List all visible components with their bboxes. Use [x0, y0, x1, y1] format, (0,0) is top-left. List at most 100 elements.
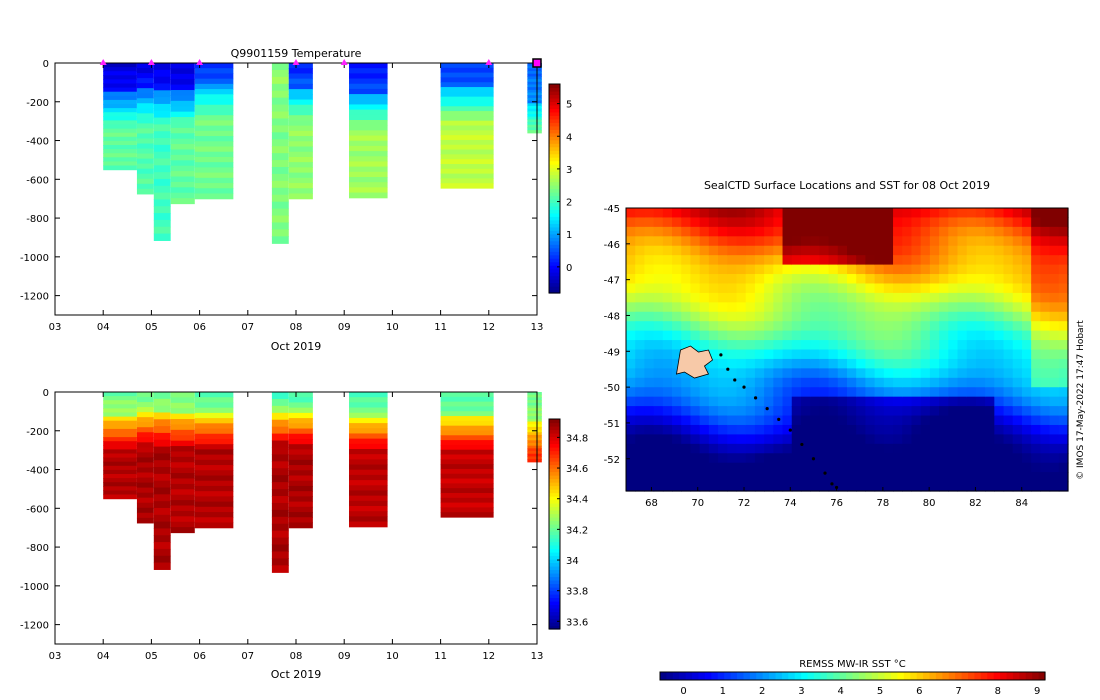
- colorbar-band: [549, 538, 560, 543]
- sst-cell: [708, 377, 719, 388]
- profile-cell: [271, 516, 289, 525]
- sst-cell: [653, 264, 664, 275]
- profile-cell: [527, 127, 542, 131]
- colorbar-band: [549, 615, 560, 620]
- profile-cell: [527, 73, 542, 78]
- sst-cell: [874, 387, 885, 398]
- sst-cell: [1021, 311, 1032, 322]
- sst-cell: [791, 292, 802, 303]
- sst-cell: [644, 236, 655, 247]
- sst-cell: [1040, 481, 1051, 492]
- sst-cell: [966, 415, 977, 426]
- sst-cell: [883, 415, 894, 426]
- sst-cell: [708, 330, 719, 341]
- colorbar-band: [549, 443, 560, 448]
- sst-colorbar-band: [961, 672, 969, 680]
- sst-cell: [874, 264, 885, 275]
- sst-cell: [764, 245, 774, 256]
- colorbar-band: [549, 520, 560, 525]
- profile-cell: [271, 180, 289, 189]
- profile-cell: [288, 485, 313, 492]
- sst-cell: [1012, 453, 1023, 464]
- profile-cell: [349, 94, 388, 100]
- sst-cell: [791, 274, 802, 285]
- sst-cell: [874, 462, 885, 473]
- profile-cell: [136, 512, 154, 519]
- sst-cell: [699, 236, 710, 247]
- sst-cell: [911, 424, 922, 435]
- colorbar-band: [549, 611, 560, 616]
- profile-cell: [136, 442, 154, 448]
- y-tick-label: -800: [26, 214, 49, 225]
- sst-cell: [782, 358, 793, 369]
- profile-cell: [271, 146, 289, 154]
- colorbar-band: [549, 125, 560, 130]
- profile-cell: [349, 511, 388, 517]
- sst-cell: [957, 396, 968, 407]
- sst-cell: [708, 462, 719, 473]
- sst-cell: [865, 396, 876, 407]
- sst-cell: [653, 321, 664, 332]
- sst-cell: [883, 245, 894, 256]
- sst-colorbar-band: [910, 672, 918, 680]
- sst-cell: [874, 302, 885, 313]
- sst-cell: [1012, 434, 1023, 445]
- sst-cell: [754, 255, 765, 266]
- profile-cell: [527, 432, 542, 436]
- sst-cell: [819, 245, 830, 256]
- profile-cell: [153, 97, 171, 105]
- profile-cell: [103, 416, 137, 422]
- salinity-xlabel: Oct 2019: [271, 668, 322, 681]
- sst-cell: [626, 274, 636, 285]
- sst-cell: [626, 292, 636, 303]
- profile-cell: [136, 477, 154, 484]
- sst-cell: [690, 453, 701, 464]
- sst-cell: [837, 255, 848, 266]
- sst-cell: [874, 377, 885, 388]
- sst-cell: [810, 245, 820, 256]
- colorbar-band: [549, 601, 560, 606]
- profile-cell: [288, 491, 313, 497]
- sst-cell: [883, 340, 894, 351]
- sst-cell: [727, 415, 738, 426]
- sst-cell: [929, 424, 940, 435]
- colorbar-tick-label: 34.4: [566, 495, 588, 506]
- profile-cell: [103, 482, 137, 487]
- sst-cell: [1012, 217, 1023, 228]
- sst-cell: [736, 255, 747, 266]
- sst-colorbar-band: [730, 672, 738, 680]
- sst-cell: [920, 387, 931, 398]
- map-x-tick-label: 68: [645, 498, 658, 509]
- profile-cell: [271, 69, 289, 78]
- sst-colorbar-band: [1038, 672, 1046, 680]
- profile-cell: [440, 144, 494, 151]
- sst-cell: [939, 245, 949, 256]
- sst-cell: [874, 330, 885, 341]
- profile-cell: [349, 505, 388, 512]
- sst-cell: [754, 236, 765, 247]
- sst-cell: [957, 434, 968, 445]
- profile-cell: [103, 79, 137, 85]
- colorbar-band: [549, 209, 560, 214]
- profile-cell: [440, 77, 494, 83]
- sst-cell: [966, 358, 977, 369]
- profile-cell: [271, 468, 289, 476]
- profile-cell: [153, 158, 171, 166]
- sst-cell: [902, 321, 913, 332]
- sst-cell: [837, 245, 848, 256]
- profile-cell: [527, 81, 542, 86]
- sst-cell: [837, 377, 848, 388]
- sst-cell: [948, 292, 959, 303]
- sst-cell: [1012, 245, 1023, 256]
- sst-cell: [966, 434, 977, 445]
- sst-cell: [957, 321, 968, 332]
- sst-cell: [773, 283, 784, 294]
- sst-cell: [1021, 481, 1032, 492]
- sst-cell: [708, 434, 719, 445]
- sst-cell: [662, 396, 673, 407]
- sst-cell: [800, 453, 811, 464]
- profile-cell: [103, 461, 137, 467]
- profile-cell: [136, 93, 154, 99]
- sst-cell: [672, 377, 682, 388]
- sst-cell: [690, 208, 701, 219]
